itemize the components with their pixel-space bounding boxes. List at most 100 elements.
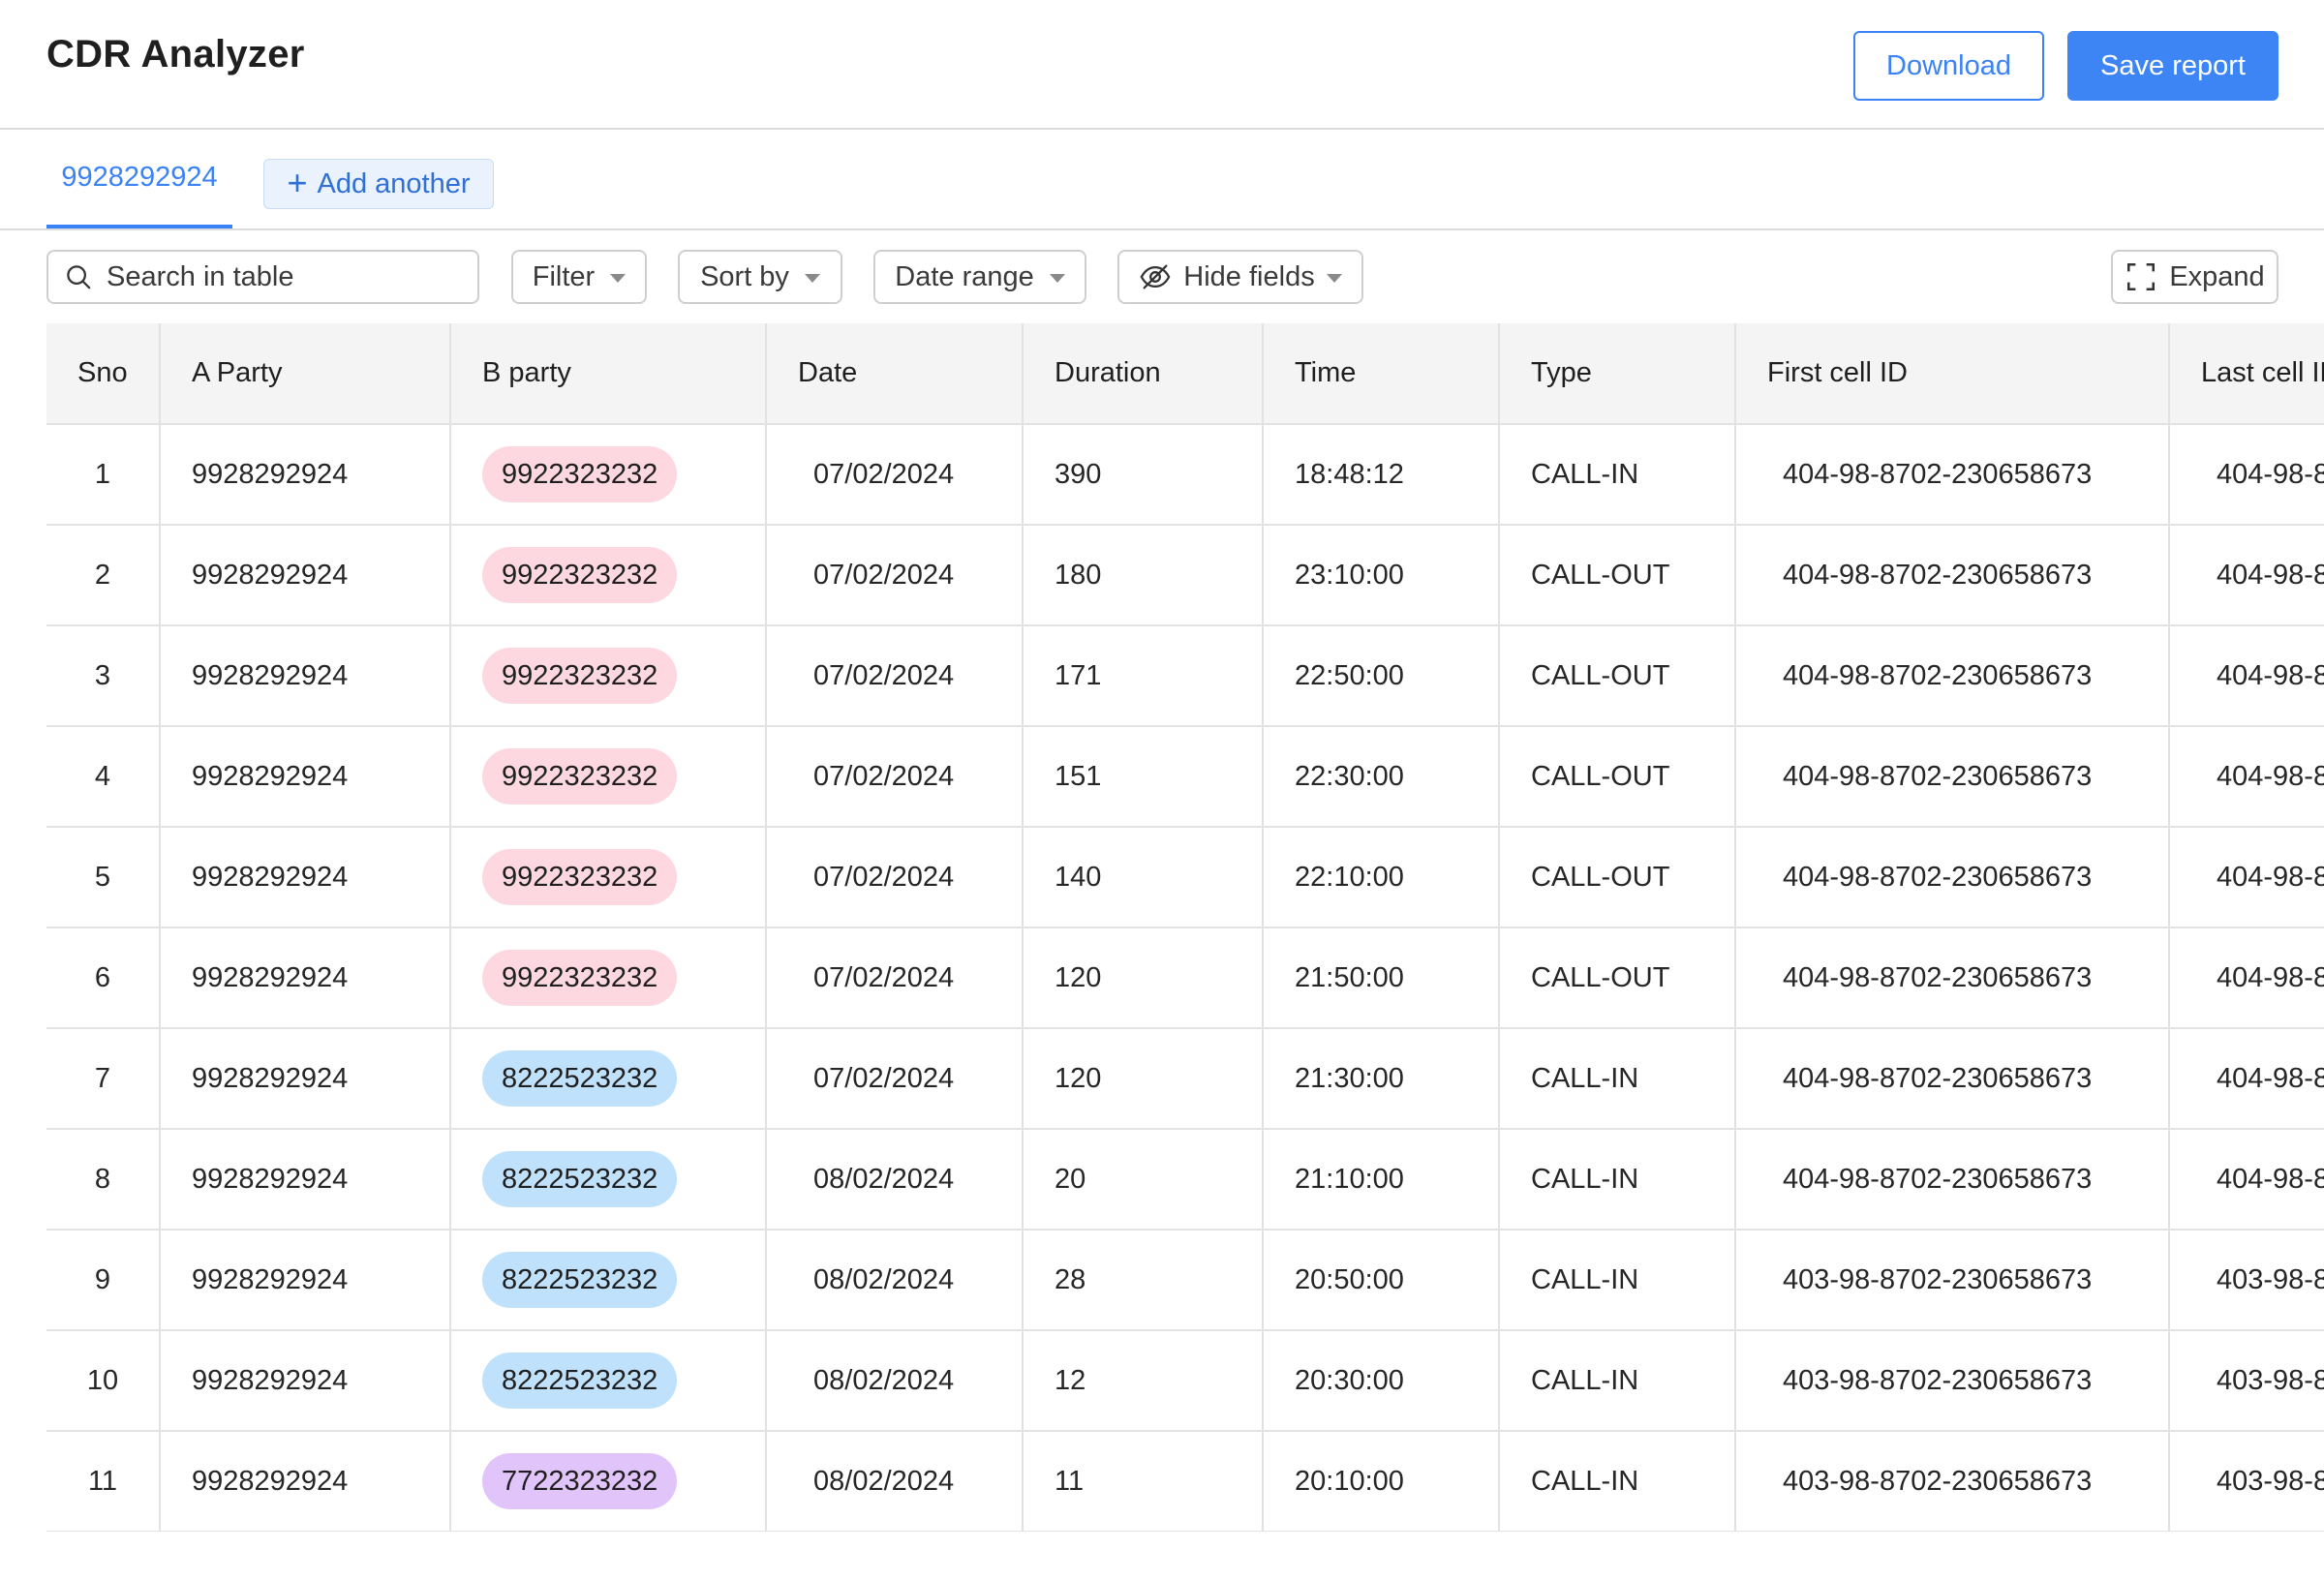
cell-a-party: 9928292924 xyxy=(160,927,451,1029)
table-row[interactable]: 6 9928292924 9922323232 07/02/2024 120 21:50:… xyxy=(46,927,2324,1029)
b-party-badge[interactable]: 9922323232 xyxy=(482,547,678,603)
cell-b-party: 7722323232 xyxy=(450,1431,767,1532)
cell-a-party: 9928292924 xyxy=(160,625,451,727)
date-range-dropdown[interactable]: Date range xyxy=(873,250,1086,304)
b-party-badge[interactable]: 7722323232 xyxy=(482,1453,678,1509)
cell-b-party: 9922323232 xyxy=(450,726,767,828)
cell-last-cell-id: 404-98-8702-230658673 xyxy=(2169,525,2324,626)
app-title: CDR Analyzer xyxy=(46,33,305,76)
cell-a-party: 9928292924 xyxy=(160,726,451,828)
cell-first-cell-id: 404-98-8702-230658673 xyxy=(1735,726,2170,828)
cell-first-cell-id: 404-98-8702-230658673 xyxy=(1735,827,2170,928)
download-button[interactable]: Download xyxy=(1853,31,2044,101)
column-header[interactable]: Type xyxy=(1499,323,1736,425)
app-header: CDR Analyzer Download Save report xyxy=(0,0,2324,130)
column-header[interactable]: Sno xyxy=(46,323,161,425)
column-header[interactable]: First cell ID xyxy=(1735,323,2170,425)
cell-first-cell-id: 403-98-8702-230658673 xyxy=(1735,1230,2170,1331)
cell-b-party: 9922323232 xyxy=(450,827,767,928)
table-row[interactable]: 5 9928292924 9922323232 07/02/2024 140 22:10:… xyxy=(46,827,2324,928)
table-row[interactable]: 1 9928292924 9922323232 07/02/2024 390 18:48:… xyxy=(46,424,2324,526)
table-row[interactable]: 3 9928292924 9922323232 07/02/2024 171 22:50:… xyxy=(46,625,2324,727)
b-party-badge[interactable]: 8222523232 xyxy=(482,1151,678,1207)
table-row[interactable]: 9 9928292924 8222523232 08/02/2024 28 20:50:0… xyxy=(46,1230,2324,1331)
search-icon xyxy=(67,265,91,289)
filter-dropdown[interactable]: Filter xyxy=(511,250,647,304)
table-row[interactable]: 4 9928292924 9922323232 07/02/2024 151 22:30:… xyxy=(46,726,2324,828)
column-header[interactable]: Date xyxy=(766,323,1024,425)
table-row[interactable]: 2 9928292924 9922323232 07/02/2024 180 23:10:… xyxy=(46,525,2324,626)
b-party-badge[interactable]: 8222523232 xyxy=(482,1050,678,1107)
table-toolbar: Search in table Filter Sort by Date rang… xyxy=(0,250,2324,304)
column-header[interactable]: Last cell ID xyxy=(2169,323,2324,425)
cell-date: 07/02/2024 xyxy=(766,726,1024,828)
save-report-button[interactable]: Save report xyxy=(2067,31,2278,101)
cell-last-cell-id: 404-98-8702-230658673 xyxy=(2169,726,2324,828)
cell-first-cell-id: 403-98-8702-230658673 xyxy=(1735,1431,2170,1532)
cell-sno: 1 xyxy=(46,424,161,526)
cell-first-cell-id: 404-98-8702-230658673 xyxy=(1735,525,2170,626)
chevron-down-icon xyxy=(1326,273,1342,283)
cell-last-cell-id: 404-98-8702-230658673 xyxy=(2169,1028,2324,1130)
cell-b-party: 8222523232 xyxy=(450,1230,767,1331)
sort-dropdown[interactable]: Sort by xyxy=(678,250,842,304)
b-party-badge[interactable]: 9922323232 xyxy=(482,446,678,502)
column-header[interactable]: Duration xyxy=(1023,323,1264,425)
cell-duration: 20 xyxy=(1023,1129,1264,1231)
cell-b-party: 9922323232 xyxy=(450,424,767,526)
cell-type: CALL-OUT xyxy=(1499,625,1736,727)
cell-duration: 140 xyxy=(1023,827,1264,928)
cell-a-party: 9928292924 xyxy=(160,1230,451,1331)
number-tabs: 9928292924 + Add another xyxy=(0,130,2324,230)
add-another-label: Add another xyxy=(317,167,471,199)
table-row[interactable]: 7 9928292924 8222523232 07/02/2024 120 21:30:… xyxy=(46,1028,2324,1130)
cell-last-cell-id: 404-98-8702-230658673 xyxy=(2169,1129,2324,1231)
column-header[interactable]: A Party xyxy=(160,323,451,425)
cell-first-cell-id: 404-98-8702-230658673 xyxy=(1735,1129,2170,1231)
cell-time: 21:50:00 xyxy=(1263,927,1500,1029)
cell-first-cell-id: 404-98-8702-230658673 xyxy=(1735,927,2170,1029)
expand-icon xyxy=(2127,262,2156,291)
add-another-button[interactable]: + Add another xyxy=(263,159,494,209)
cell-b-party: 8222523232 xyxy=(450,1330,767,1432)
table-row[interactable]: 8 9928292924 8222523232 08/02/2024 20 21:10:0… xyxy=(46,1129,2324,1231)
expand-button[interactable]: Expand xyxy=(2111,250,2278,304)
cell-duration: 120 xyxy=(1023,1028,1264,1130)
cell-time: 20:30:00 xyxy=(1263,1330,1500,1432)
search-placeholder: Search in table xyxy=(107,260,294,292)
cell-last-cell-id: 404-98-8702-230658673 xyxy=(2169,927,2324,1029)
column-header[interactable]: Time xyxy=(1263,323,1500,425)
cell-time: 21:10:00 xyxy=(1263,1129,1500,1231)
b-party-badge[interactable]: 9922323232 xyxy=(482,648,678,704)
cell-b-party: 9922323232 xyxy=(450,525,767,626)
b-party-badge[interactable]: 9922323232 xyxy=(482,748,678,805)
cell-time: 18:48:12 xyxy=(1263,424,1500,526)
b-party-badge[interactable]: 8222523232 xyxy=(482,1252,678,1308)
cell-sno: 7 xyxy=(46,1028,161,1130)
cell-time: 22:30:00 xyxy=(1263,726,1500,828)
b-party-badge[interactable]: 9922323232 xyxy=(482,950,678,1006)
b-party-badge[interactable]: 8222523232 xyxy=(482,1352,678,1409)
cell-last-cell-id: 403-98-8702-230658673 xyxy=(2169,1230,2324,1331)
cell-a-party: 9928292924 xyxy=(160,827,451,928)
chevron-down-icon xyxy=(1049,273,1065,283)
b-party-badge[interactable]: 9922323232 xyxy=(482,849,678,905)
expand-label: Expand xyxy=(2169,260,2265,292)
cell-date: 07/02/2024 xyxy=(766,827,1024,928)
cell-sno: 8 xyxy=(46,1129,161,1231)
search-input[interactable]: Search in table xyxy=(46,250,479,304)
cell-sno: 9 xyxy=(46,1230,161,1331)
cell-b-party: 8222523232 xyxy=(450,1028,767,1130)
cell-first-cell-id: 403-98-8702-230658673 xyxy=(1735,1330,2170,1432)
cell-time: 20:10:00 xyxy=(1263,1431,1500,1532)
cell-b-party: 9922323232 xyxy=(450,625,767,727)
table-row[interactable]: 11 9928292924 7722323232 08/02/2024 11 20:10:… xyxy=(46,1431,2324,1532)
hide-fields-dropdown[interactable]: Hide fields xyxy=(1117,250,1363,304)
table-row[interactable]: 10 9928292924 8222523232 08/02/2024 12 20:30:… xyxy=(46,1330,2324,1432)
column-header[interactable]: B party xyxy=(450,323,767,425)
cell-duration: 390 xyxy=(1023,424,1264,526)
tab-number[interactable]: 9928292924 xyxy=(46,130,232,228)
cell-sno: 6 xyxy=(46,927,161,1029)
cell-date: 07/02/2024 xyxy=(766,424,1024,526)
cell-duration: 11 xyxy=(1023,1431,1264,1532)
